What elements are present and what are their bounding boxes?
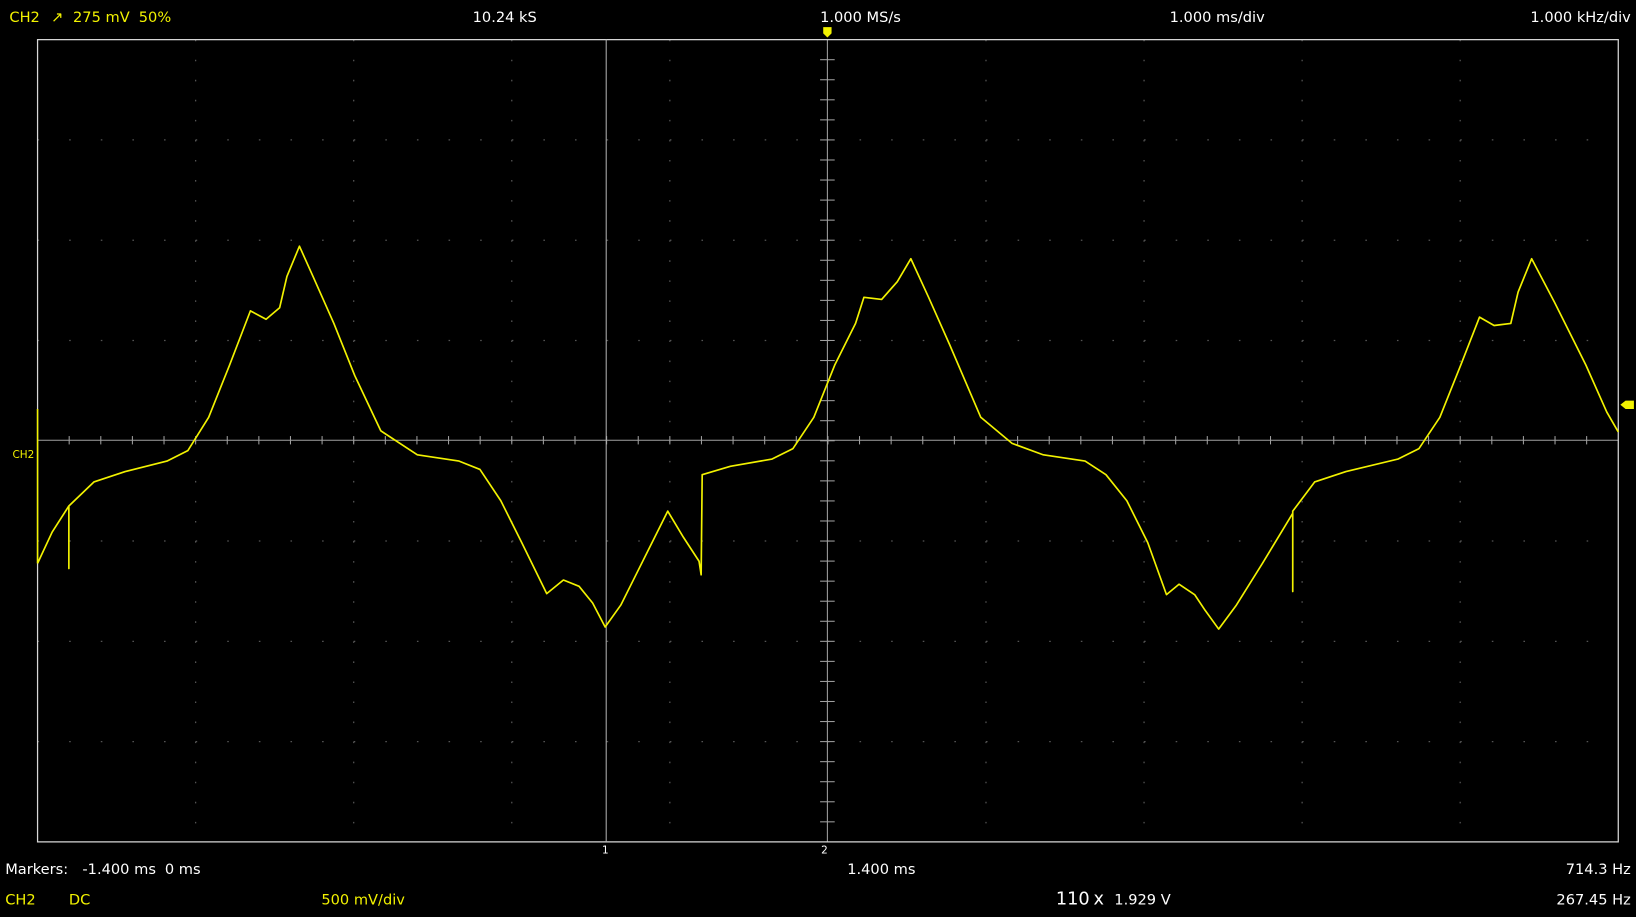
coupling: DC: [69, 891, 90, 908]
footer-channel: CH2: [5, 891, 35, 908]
trigger-slope: ↗: [51, 9, 63, 26]
channel: CH2: [9, 9, 39, 26]
marker-frequency: 714.3 Hz: [1566, 861, 1631, 878]
marker-label: 2: [821, 844, 828, 856]
waveform-trace: [36, 245, 1619, 630]
channel-label: CH2: [13, 449, 35, 461]
markers-label: Markers:: [5, 861, 68, 878]
trigger-level-marker: [1620, 400, 1634, 409]
graticule: [37, 39, 1619, 842]
trigger-position: 50%: [139, 9, 172, 26]
multiply-sign: x: [1093, 889, 1104, 909]
time-scale: 1.000 ms/div: [1170, 9, 1265, 26]
measured-frequency: 267.45 Hz: [1556, 891, 1631, 908]
marker-delta: 1.400 ms: [847, 861, 915, 878]
volt-scale: 500 mV/div: [321, 891, 405, 908]
sample-count: 10.24 kS: [473, 9, 537, 26]
marker-1-time: -1.400 ms: [82, 861, 156, 878]
sample-rate: 1.000 MS/s: [820, 9, 901, 26]
marker-label: 1: [602, 844, 609, 856]
measure-count: 110: [1056, 889, 1090, 909]
marker-2-time: 0 ms: [165, 861, 201, 878]
trigger-position-marker: [823, 27, 832, 38]
trigger-level: 275 mV: [73, 9, 130, 26]
measured-voltage: 1.929 V: [1114, 891, 1170, 908]
freq-scale: 1.000 kHz/div: [1530, 9, 1631, 26]
